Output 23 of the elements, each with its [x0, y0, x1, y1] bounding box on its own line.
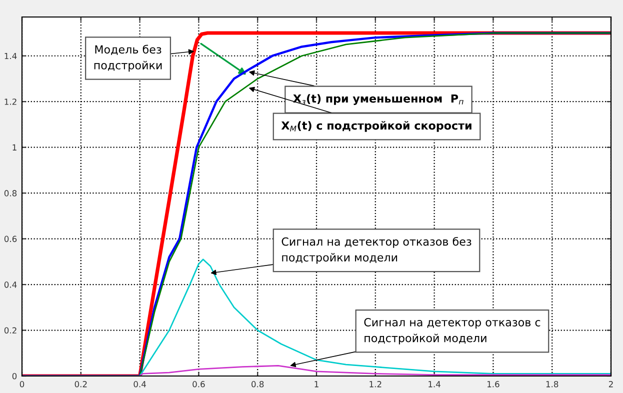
x-tick-label: 2 — [608, 381, 613, 388]
y-tick-label: 1.4 — [4, 52, 17, 60]
x-tick-label: 0.8 — [252, 381, 264, 388]
y-tick-label: 1.2 — [4, 98, 16, 105]
y-tick-label: 0.2 — [4, 327, 16, 334]
y-tick-label: 0.8 — [4, 190, 17, 196]
x-tick-label: 1.4 — [428, 381, 440, 388]
x-tick-label: 0.4 — [134, 381, 146, 388]
y-tick-label: 0.4 — [4, 282, 17, 288]
y-tick-label: 0.6 — [4, 236, 17, 242]
x-tick-label: 1.2 — [370, 381, 382, 388]
annotation: X$_{M}$(t) с подстройкой скорости — [281, 121, 472, 132]
x-tick-label: 1.6 — [487, 381, 500, 388]
x-tick-label: 1 — [314, 381, 318, 388]
annotation: Сигнал на детектор отказов с подстройкой модели — [364, 318, 540, 344]
annotation: Сигнал на детектор отказов без подстройки модели — [282, 236, 472, 264]
y-tick-label: 0 — [12, 372, 17, 380]
x-tick-label: 0.6 — [192, 381, 205, 388]
x-tick-label: 1.8 — [546, 381, 558, 388]
x-tick-label: 0 — [20, 381, 24, 388]
x-tick-label: 0.2 — [74, 381, 87, 388]
y-tick-label: 1 — [12, 144, 16, 151]
annotation: Модель без подстройки — [94, 44, 162, 72]
